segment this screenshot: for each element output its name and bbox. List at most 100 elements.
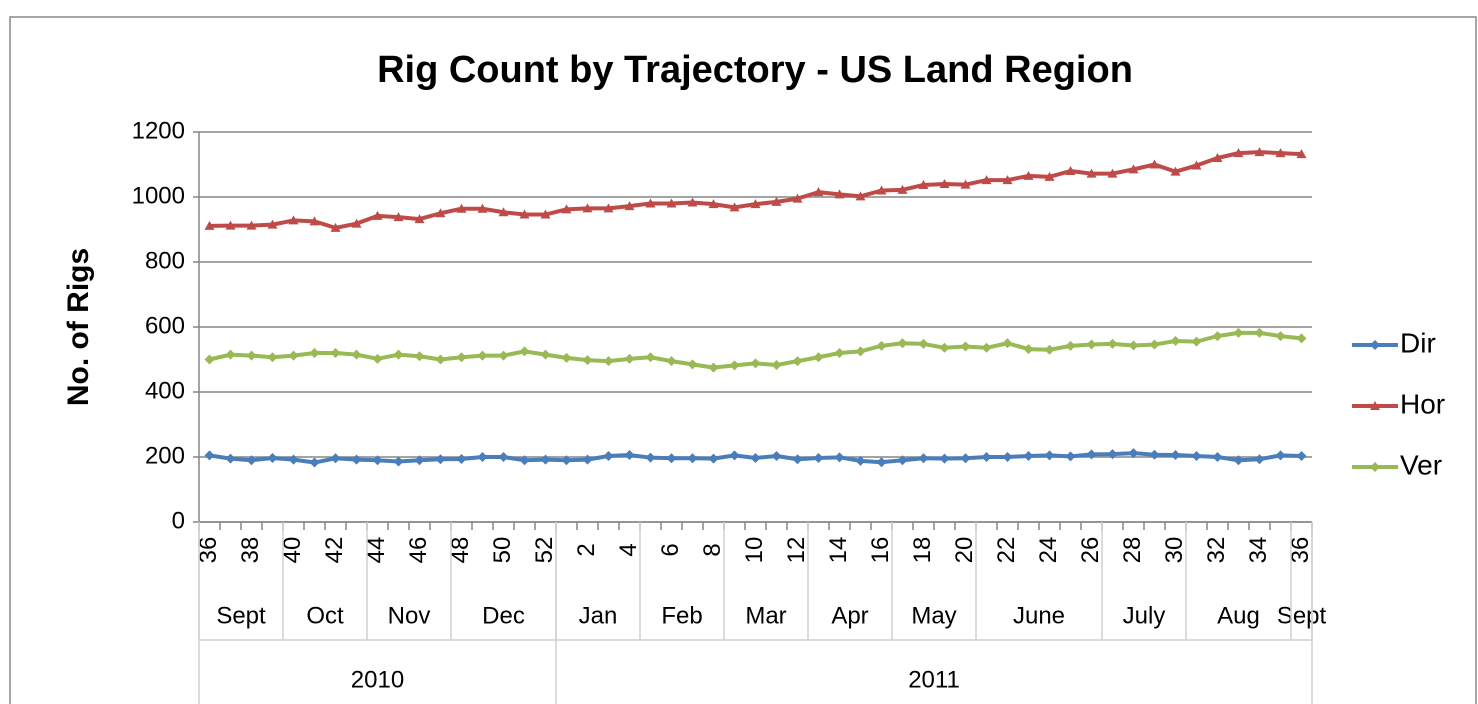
marker	[351, 454, 362, 465]
marker	[834, 452, 845, 463]
x-tick-label: 42	[321, 537, 348, 564]
marker	[288, 350, 299, 361]
marker	[1212, 331, 1223, 342]
marker	[792, 356, 803, 367]
marker	[519, 455, 530, 466]
month-label: Oct	[306, 602, 344, 629]
month-label: Sept	[216, 602, 266, 629]
marker	[1370, 401, 1380, 410]
marker	[855, 455, 866, 466]
marker	[204, 220, 215, 230]
marker	[393, 212, 404, 222]
marker	[708, 453, 719, 464]
marker	[603, 356, 614, 367]
marker	[918, 179, 929, 189]
month-label: May	[911, 602, 956, 629]
marker	[1065, 166, 1076, 175]
marker	[1128, 340, 1139, 351]
marker	[1149, 449, 1160, 460]
chart-frame	[9, 16, 1477, 704]
marker	[330, 222, 341, 232]
marker	[582, 454, 593, 465]
marker	[666, 198, 677, 208]
x-tick-label: 46	[405, 537, 432, 564]
marker	[393, 349, 404, 360]
x-tick-label: 14	[825, 537, 852, 564]
marker	[456, 453, 467, 464]
marker	[813, 352, 824, 363]
marker	[1065, 451, 1076, 462]
month-label: Sept	[1277, 602, 1327, 629]
marker	[729, 360, 740, 371]
marker	[834, 348, 845, 358]
marker	[771, 196, 782, 206]
marker	[960, 453, 971, 464]
marker	[1065, 340, 1076, 351]
marker	[1191, 336, 1202, 347]
y-tick-label: 1200	[132, 117, 185, 144]
marker	[1296, 451, 1307, 462]
marker	[477, 452, 488, 462]
marker	[1044, 450, 1055, 461]
marker	[351, 218, 362, 228]
marker	[414, 455, 425, 466]
x-tick-label: 24	[1035, 537, 1062, 564]
marker	[1023, 344, 1034, 355]
marker	[1233, 148, 1244, 158]
marker	[1044, 344, 1055, 355]
marker	[456, 203, 467, 213]
legend-label: Ver	[1400, 449, 1442, 480]
marker	[876, 457, 887, 468]
marker	[372, 210, 383, 220]
marker	[1044, 171, 1055, 181]
marker	[939, 453, 950, 464]
marker	[1128, 164, 1139, 174]
year-label: 2010	[351, 666, 404, 693]
marker	[981, 452, 992, 462]
marker	[498, 452, 509, 462]
marker	[1275, 148, 1286, 158]
y-tick-label: 800	[145, 247, 185, 274]
marker	[1128, 448, 1139, 459]
marker	[1002, 338, 1013, 349]
marker	[309, 216, 320, 226]
y-tick-label: 600	[145, 312, 185, 339]
marker	[1107, 168, 1118, 178]
marker	[981, 175, 992, 185]
marker	[750, 452, 761, 463]
marker	[1149, 339, 1160, 350]
chart-title: Rig Count by Trajectory - US Land Region	[377, 49, 1133, 91]
marker	[330, 348, 341, 358]
marker	[813, 452, 824, 463]
marker	[897, 455, 908, 466]
marker	[624, 450, 635, 461]
marker	[267, 452, 278, 463]
marker	[918, 338, 929, 349]
marker	[267, 352, 278, 363]
month-label: Nov	[388, 602, 431, 629]
month-label: Feb	[661, 602, 702, 629]
marker	[414, 351, 425, 362]
x-tick-label: 16	[867, 537, 894, 564]
marker	[1107, 338, 1118, 349]
x-tick-label: 30	[1161, 537, 1188, 564]
marker	[1086, 168, 1097, 178]
marker	[939, 179, 950, 188]
marker	[1370, 462, 1380, 472]
marker	[708, 199, 719, 209]
marker	[372, 455, 383, 466]
marker	[897, 338, 908, 349]
marker	[309, 348, 320, 358]
marker	[1149, 159, 1160, 169]
x-tick-label: 34	[1245, 537, 1272, 564]
y-tick-label: 1000	[132, 182, 185, 209]
marker	[981, 342, 992, 353]
marker	[540, 349, 551, 360]
marker	[666, 453, 677, 464]
marker	[393, 456, 404, 467]
x-tick-label: 2	[573, 543, 600, 556]
x-tick-label: 52	[531, 537, 558, 564]
month-label: Aug	[1217, 602, 1260, 629]
marker	[582, 203, 593, 213]
